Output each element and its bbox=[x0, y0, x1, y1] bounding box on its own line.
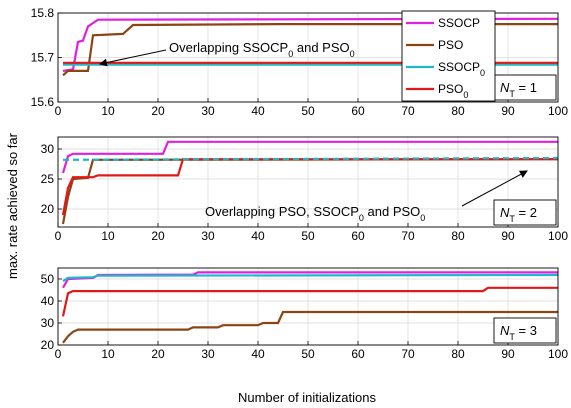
x-tick-label: 90 bbox=[501, 229, 515, 243]
x-tick-label: 100 bbox=[548, 229, 568, 243]
panel-label: NT = 1 bbox=[500, 80, 537, 99]
panel-2: 0 10 20 30 40 50 60 70 80 90 100 20 25 30 NT = 2 Overla… bbox=[41, 136, 568, 243]
x-tick-label: 60 bbox=[351, 229, 365, 243]
x-tick-label: 20 bbox=[151, 104, 165, 118]
y-tick-label: 20 bbox=[41, 202, 55, 216]
x-tick-label: 70 bbox=[401, 104, 415, 118]
y-axis-label: max. rate achieved so far bbox=[5, 132, 20, 279]
y-tick-label: 15.6 bbox=[31, 95, 55, 109]
x-tick-label: 100 bbox=[548, 104, 568, 118]
x-tick-label: 30 bbox=[201, 104, 215, 118]
x-tick-label: 20 bbox=[151, 229, 165, 243]
y-tick-label: 20 bbox=[41, 338, 55, 352]
legend-label-PSO0: PSO0 bbox=[438, 82, 468, 100]
x-tick-label: 0 bbox=[55, 229, 62, 243]
panel-label: NT = 3 bbox=[500, 323, 537, 342]
x-tick-label: 10 bbox=[101, 347, 115, 361]
x-tick-label: 10 bbox=[101, 229, 115, 243]
x-tick-label: 20 bbox=[151, 347, 165, 361]
x-tick-label: 70 bbox=[401, 229, 415, 243]
y-tick-label: 15.7 bbox=[31, 51, 55, 65]
x-tick-label: 0 bbox=[55, 347, 62, 361]
legend-box bbox=[401, 10, 496, 102]
legend-label-PSO: PSO bbox=[438, 38, 463, 52]
x-tick-label: 80 bbox=[451, 347, 465, 361]
x-tick-label: 40 bbox=[251, 347, 265, 361]
annotation-arrow bbox=[461, 170, 528, 207]
y-tick-label: 40 bbox=[41, 294, 55, 308]
series-line-PSO0 bbox=[61, 158, 558, 216]
x-tick-label: 30 bbox=[201, 229, 215, 243]
y-tick-label: 30 bbox=[41, 142, 55, 156]
y-tick-label: 15.8 bbox=[31, 6, 55, 20]
x-tick-label: 10 bbox=[101, 104, 115, 118]
series-line-PSO bbox=[62, 23, 558, 77]
annotation-arrow bbox=[99, 49, 167, 67]
y-tick-label: 50 bbox=[41, 272, 55, 286]
x-axis-label: Number of initializations bbox=[238, 390, 377, 405]
series-line-PSO0 bbox=[61, 286, 558, 317]
x-tick-label: 40 bbox=[251, 104, 265, 118]
x-tick-label: 90 bbox=[501, 347, 515, 361]
x-tick-label: 50 bbox=[301, 104, 315, 118]
series-line-PSO bbox=[61, 158, 559, 225]
x-tick-label: 80 bbox=[451, 229, 465, 243]
x-tick-label: 30 bbox=[201, 347, 215, 361]
panel-1: 0 10 20 30 40 50 60 70 80 90 100 15.6 15.7 15.8 NT = 1… bbox=[31, 6, 569, 118]
series-line-SSOCP bbox=[62, 17, 559, 72]
y-tick-label: 30 bbox=[41, 316, 55, 330]
annotation-text: Overlapping SSOCP0 and PSO0 bbox=[169, 40, 355, 59]
x-tick-label: 60 bbox=[351, 347, 365, 361]
panel-3: 0 10 20 30 40 50 60 70 80 90 100 20 30 40 50 NT = 3 bbox=[41, 267, 568, 361]
legend-label-SSOCP: SSOCP bbox=[438, 16, 480, 30]
y-tick-label: 25 bbox=[41, 172, 55, 186]
x-tick-label: 80 bbox=[451, 104, 465, 118]
legend: SSOCP PSO SSOCP0 PSO0 bbox=[401, 10, 496, 102]
x-tick-label: 90 bbox=[501, 104, 515, 118]
series-line-SSOCP0 bbox=[62, 273, 559, 283]
x-tick-label: 70 bbox=[401, 347, 415, 361]
x-tick-label: 40 bbox=[251, 229, 265, 243]
annotation-text: Overlapping PSO, SSOCP0 and PSO0 bbox=[205, 204, 425, 223]
series-line-PSO bbox=[62, 310, 558, 344]
panel-label-box bbox=[493, 317, 557, 344]
legend-label-SSOCP0: SSOCP0 bbox=[438, 60, 485, 78]
panel-label-box bbox=[493, 199, 557, 226]
x-tick-label: 100 bbox=[548, 347, 568, 361]
x-tick-label: 60 bbox=[351, 104, 365, 118]
x-tick-label: 0 bbox=[55, 104, 62, 118]
x-tick-label: 50 bbox=[301, 347, 315, 361]
series-line-SSOCP0 bbox=[62, 156, 559, 161]
x-tick-label: 50 bbox=[301, 229, 315, 243]
panel-label: NT = 2 bbox=[500, 205, 537, 224]
